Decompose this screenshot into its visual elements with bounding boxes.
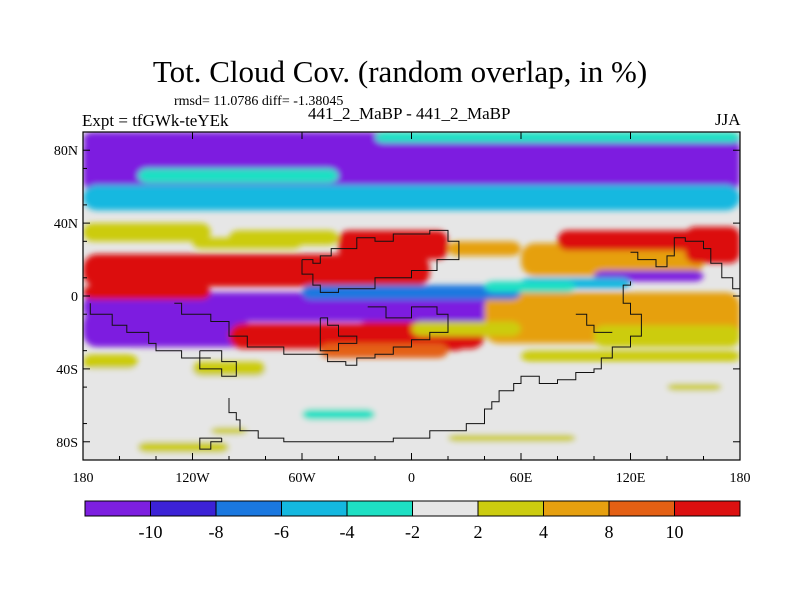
field-detail-22 <box>448 434 576 442</box>
field-detail-14 <box>411 321 521 337</box>
coastline-4 <box>630 237 740 290</box>
colorbar-swatch <box>543 500 610 517</box>
colorbar-label: 10 <box>666 522 684 542</box>
y-tick-label: 40S <box>56 363 78 378</box>
field-detail-7 <box>448 241 521 256</box>
colorbar-label: -4 <box>340 522 355 542</box>
colorbar-label: 2 <box>474 522 483 542</box>
stats-label: rmsd= 11.0786 diff= -1.38045 <box>174 94 344 109</box>
colorbar-swatch <box>84 500 151 517</box>
colorbar-swatch <box>477 500 544 517</box>
case-label: 441_2_MaBP - 441_2_MaBP <box>308 104 511 123</box>
experiment-label: Expt = tfGWk-teYEk <box>82 111 229 130</box>
field-detail-19 <box>210 427 248 435</box>
field-detail-1 <box>375 132 740 143</box>
season-label: JJA <box>715 110 741 129</box>
field-detail-5 <box>192 237 302 249</box>
y-tick-label: 0 <box>71 290 78 305</box>
x-tick-label: 120E <box>616 471 646 486</box>
coastline-8 <box>199 350 237 377</box>
y-tick-label: 80S <box>56 436 78 451</box>
x-tick-label: 180 <box>730 471 751 486</box>
field-detail-23 <box>667 383 722 391</box>
y-tick-label: 80N <box>54 144 78 159</box>
colorbar-label: -2 <box>405 522 420 542</box>
field-detail-13 <box>320 343 448 358</box>
coastline-6 <box>199 437 223 450</box>
cloud-cover-field <box>83 132 740 460</box>
y-tick-label: 40N <box>54 217 78 232</box>
colorbar-swatch <box>346 500 413 517</box>
field-detail-3 <box>83 223 211 242</box>
field-detail-17 <box>83 354 138 369</box>
coastline-5 <box>575 313 613 333</box>
field-detail-15 <box>594 325 740 348</box>
field-feature-4 <box>83 310 248 348</box>
coastline-7 <box>319 317 358 352</box>
colorbar-swatch <box>674 500 741 517</box>
field-detail-18 <box>192 361 266 377</box>
x-tick-label: 180 <box>73 471 94 486</box>
colorbar: -10 -8 -6 -4 -2 2 4 8 10 <box>84 500 741 542</box>
field-feature-8 <box>83 368 740 460</box>
field-detail-21 <box>302 408 375 420</box>
colorbar-swatch <box>281 500 348 517</box>
field-detail-9 <box>685 226 740 264</box>
coastline-0 <box>301 229 460 293</box>
coastline-3 <box>228 281 642 443</box>
x-tick-label: 0 <box>408 471 415 486</box>
x-tick-label: 60W <box>288 471 316 486</box>
field-detail-8 <box>557 230 704 251</box>
coastline-2 <box>89 303 211 359</box>
field-detail-16 <box>521 350 740 362</box>
colorbar-label: -6 <box>274 522 289 542</box>
colorbar-label: -8 <box>209 522 224 542</box>
field-detail-24 <box>83 285 211 300</box>
field-detail-2 <box>137 168 339 184</box>
colorbar-swatch <box>608 500 675 517</box>
coastline-1 <box>174 302 449 366</box>
x-tick-label: 120W <box>175 471 210 486</box>
colorbar-swatch <box>150 500 217 517</box>
x-tick-label: 60E <box>510 471 533 486</box>
colorbar-swatch <box>215 500 282 517</box>
chart-title: Tot. Cloud Cov. (random overlap, in %) <box>152 54 648 89</box>
field-feature-1 <box>83 184 740 211</box>
colorbar-label: 8 <box>605 522 614 542</box>
field-feature-2 <box>83 254 430 287</box>
field-detail-20 <box>137 441 229 453</box>
field-feature-7 <box>521 243 704 276</box>
colorbar-swatch <box>412 500 479 517</box>
colorbar-label: 4 <box>539 522 548 542</box>
field-detail-26 <box>484 281 576 293</box>
colorbar-label: -10 <box>139 522 163 542</box>
